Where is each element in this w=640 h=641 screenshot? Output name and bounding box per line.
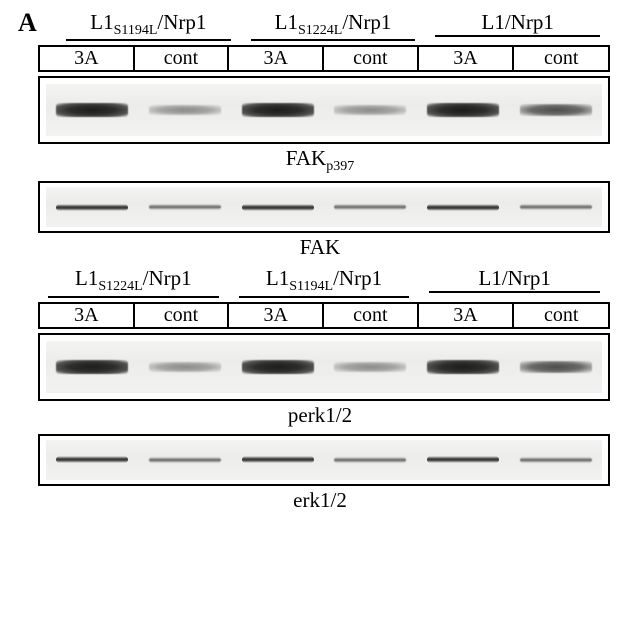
group-label: L1S1224L/Nrp1 [275,10,392,34]
blot-label: perk1/2 [30,403,610,428]
lane [231,84,324,136]
block-top: L1S1194L/Nrp1 L1S1224L/Nrp1 L1/Nrp1 3Aco… [30,10,610,260]
lane [46,440,139,480]
group-rule [251,39,416,41]
band [427,204,499,211]
band [334,204,406,210]
group-1: L1S1194L/Nrp1 [56,10,241,45]
panel-letter: A [18,8,37,38]
group-label: L1S1194L/Nrp1 [266,266,382,290]
group-label: L1S1194L/Nrp1 [90,10,206,34]
band [427,103,499,117]
group-rule [66,39,231,41]
lane [509,187,602,227]
blot-perk [38,333,610,401]
treatment-cell: 3A [229,304,324,327]
band [56,103,128,117]
blot-fak-p397 [38,76,610,144]
blot-erk-total [38,434,610,486]
group-1: L1S1224L/Nrp1 [38,266,229,301]
lane [139,187,232,227]
band [520,204,592,210]
lane [139,440,232,480]
group-3: L1/Nrp1 [425,10,610,45]
group-rule [48,296,219,298]
band [242,456,314,463]
lane-row [46,187,602,227]
blot-label: erk1/2 [30,488,610,513]
band [149,105,221,115]
treatment-cell: 3A [229,47,324,70]
band [520,104,592,116]
lane [324,440,417,480]
treatment-row-top: 3Acont 3Acont 3Acont [38,45,610,72]
lane-row [46,84,602,136]
lane [46,84,139,136]
lane-row [46,440,602,480]
band [334,457,406,463]
lane [46,187,139,227]
lane [46,341,139,393]
lane [324,84,417,136]
lane-row [46,341,602,393]
lane [417,187,510,227]
band [56,360,128,374]
group-label: L1/Nrp1 [482,10,554,34]
group-2: L1S1194L/Nrp1 [229,266,420,301]
group-labels-top: L1S1194L/Nrp1 L1S1224L/Nrp1 L1/Nrp1 [56,10,610,45]
band [427,360,499,374]
blot-fak-total [38,181,610,233]
lane [231,440,324,480]
group-label: L1/Nrp1 [479,266,551,290]
lane [509,84,602,136]
group-label: L1S1224L/Nrp1 [75,266,192,290]
block-bottom: L1S1224L/Nrp1 L1S1194L/Nrp1 L1/Nrp1 3Aco… [30,266,610,512]
blot-label: FAKp397 [30,146,610,175]
lane [417,341,510,393]
lane [231,187,324,227]
treatment-cell: cont [514,304,608,327]
treatment-cell: 3A [40,304,135,327]
treatment-cell: cont [514,47,608,70]
lane [139,84,232,136]
band [520,457,592,463]
group-labels-bottom: L1S1224L/Nrp1 L1S1194L/Nrp1 L1/Nrp1 [38,266,610,301]
band [242,360,314,374]
lane [509,341,602,393]
band [427,456,499,463]
band [149,204,221,210]
band [242,204,314,211]
lane [231,341,324,393]
treatment-cell: cont [135,47,230,70]
group-2: L1S1224L/Nrp1 [241,10,426,45]
lane [324,187,417,227]
group-rule [435,35,600,37]
group-rule [429,291,600,293]
treatment-cell: cont [135,304,230,327]
lane [417,84,510,136]
lane [139,341,232,393]
treatment-cell: 3A [419,47,515,70]
blot-label: FAK [30,235,610,260]
treatment-cell: cont [324,304,419,327]
group-rule [239,296,410,298]
band [56,456,128,463]
band [242,103,314,117]
band [334,362,406,372]
treatment-cell: 3A [419,304,515,327]
lane [509,440,602,480]
band [149,362,221,372]
treatment-cell: 3A [40,47,135,70]
treatment-cell: cont [324,47,419,70]
treatment-row-bottom: 3Acont 3Acont 3Acont [38,302,610,329]
lane [324,341,417,393]
band [334,105,406,115]
group-3: L1/Nrp1 [419,266,610,301]
band [149,457,221,463]
band [56,204,128,211]
western-blot-figure: A L1S1194L/Nrp1 L1S1224L/Nrp1 L1/Nrp1 3A… [0,0,640,539]
band [520,361,592,373]
lane [417,440,510,480]
